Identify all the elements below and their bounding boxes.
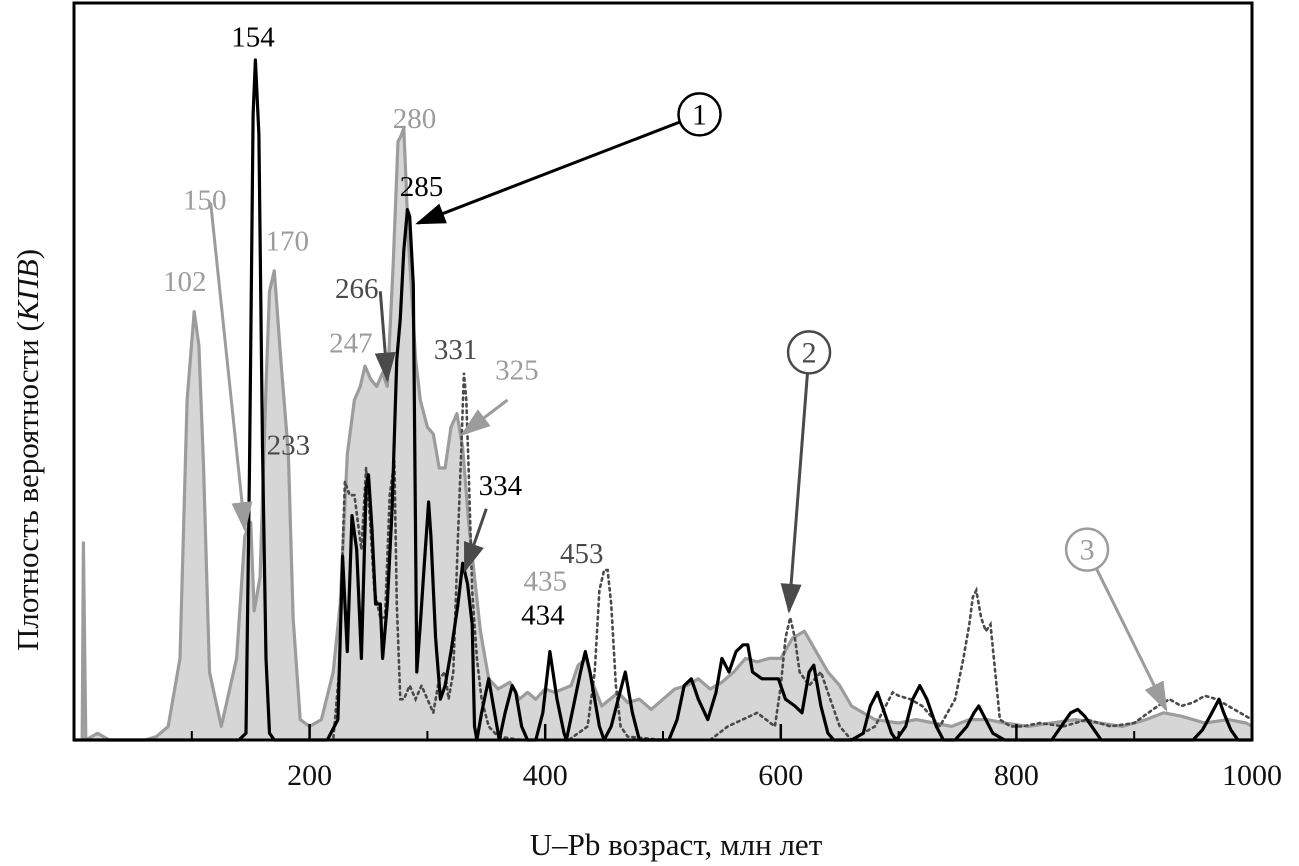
- marker-circle: [1064, 527, 1110, 572]
- peak-label: 334: [479, 470, 523, 502]
- annotation-arrow: [463, 508, 488, 573]
- marker-circle: [677, 92, 722, 137]
- marker-number: 2: [802, 336, 817, 369]
- x-tick-label: 200: [287, 759, 332, 792]
- marker-number: 1: [692, 98, 707, 131]
- series-dotted-line: [308, 372, 1254, 742]
- peak-label: 266: [335, 273, 379, 305]
- peak-label: 331: [434, 334, 478, 366]
- peak-label: 233: [267, 429, 311, 461]
- y-axis-title: Плотность вероятности (КПВ): [10, 249, 45, 651]
- peak-label: 150: [183, 185, 227, 217]
- x-tick-label: 600: [758, 759, 803, 792]
- peak-label: 434: [521, 599, 565, 631]
- y-axis-title-italic: КПВ: [10, 259, 45, 322]
- y-axis-title-suffix: ): [10, 249, 45, 259]
- y-axis-title-prefix: Плотность вероятности (: [10, 321, 45, 651]
- peak-label: 325: [495, 355, 539, 387]
- peak-label: 170: [265, 225, 309, 257]
- peak-label: 435: [523, 565, 567, 597]
- series-black-line: [74, 58, 1252, 742]
- x-tick-label: 400: [523, 759, 568, 792]
- series-layer: [74, 58, 1254, 742]
- annotation-arrow: [209, 202, 253, 533]
- x-tick-label: 800: [994, 759, 1039, 792]
- peak-label: 285: [400, 171, 444, 203]
- x-axis: 200 400 600 800 1000: [190, 724, 1282, 792]
- peak-label: 247: [329, 327, 373, 359]
- marker-arrow: [415, 120, 681, 225]
- x-axis-title: U–Pb возраст, млн лет: [530, 827, 823, 862]
- marker-number: 3: [1080, 534, 1095, 567]
- peak-label: 154: [231, 21, 275, 53]
- peak-label: 102: [163, 266, 207, 298]
- marker-arrow: [1095, 567, 1168, 713]
- annotation-layer: 1 2 3 154 102 150 170 280 285 266 247 331 325 233 334 4…: [163, 21, 1168, 713]
- annotation-arrow: [374, 291, 396, 383]
- annotation-arrow: [460, 398, 509, 436]
- marker-arrow: [780, 373, 809, 614]
- x-tick-label: 1000: [1222, 759, 1282, 792]
- marker-circle: [786, 330, 832, 375]
- series-gray-fill: [82, 128, 1253, 740]
- peak-label: 453: [560, 538, 604, 570]
- peak-label: 280: [393, 103, 437, 135]
